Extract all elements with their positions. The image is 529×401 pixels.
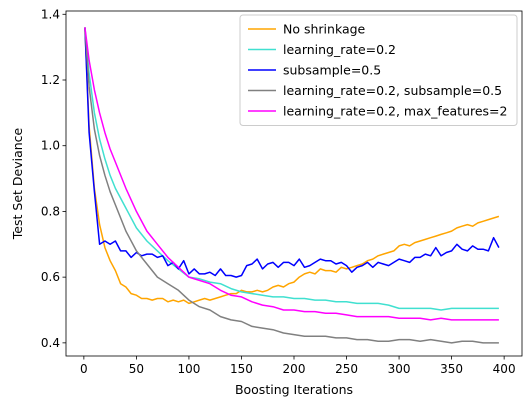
series-line-3 (84, 27, 499, 344)
legend-box (239, 14, 518, 126)
legend-label-3: learning_rate=0.2, subsample=0.5 (283, 83, 502, 98)
legend: No shrinkage learning_rate=0.2 subsample=0… (239, 14, 518, 126)
y-tick-label: 0.4 (41, 336, 60, 350)
legend-label-2: subsample=0.5 (283, 63, 381, 78)
legend-label-4: learning_rate=0.2, max_features=2 (283, 104, 508, 119)
series-line-1 (84, 27, 499, 311)
x-tick-label: 200 (283, 362, 306, 376)
axes: 0 50 100 150 200 250 300 350 400 0.4 0.6 0.8 1.0 1.2 1… (41, 7, 523, 376)
y-tick-label: 1.4 (41, 7, 60, 21)
x-tick-label: 50 (129, 362, 144, 376)
legend-label-1: learning_rate=0.2 (283, 42, 396, 57)
x-tick-label: 0 (80, 362, 88, 376)
y-tick-label: 0.6 (41, 270, 60, 284)
x-tick-label: 300 (388, 362, 411, 376)
y-axis-label: Test Set Deviance (10, 127, 25, 240)
x-tick-label: 100 (177, 362, 200, 376)
series-line-4 (84, 27, 499, 321)
x-tick-label: 350 (440, 362, 463, 376)
series-line-2 (84, 27, 500, 278)
x-tick-label: 150 (230, 362, 253, 376)
x-tick-label: 250 (335, 362, 358, 376)
legend-label-0: No shrinkage (283, 22, 366, 37)
y-tick-label: 0.8 (41, 204, 60, 218)
x-axis-label: Boosting Iterations (235, 382, 353, 397)
x-tick-label: 400 (493, 362, 516, 376)
y-tick-label: 1.2 (41, 73, 60, 87)
plot-area (84, 27, 500, 344)
series-line-0 (84, 27, 500, 305)
y-tick-label: 1.0 (41, 139, 60, 153)
